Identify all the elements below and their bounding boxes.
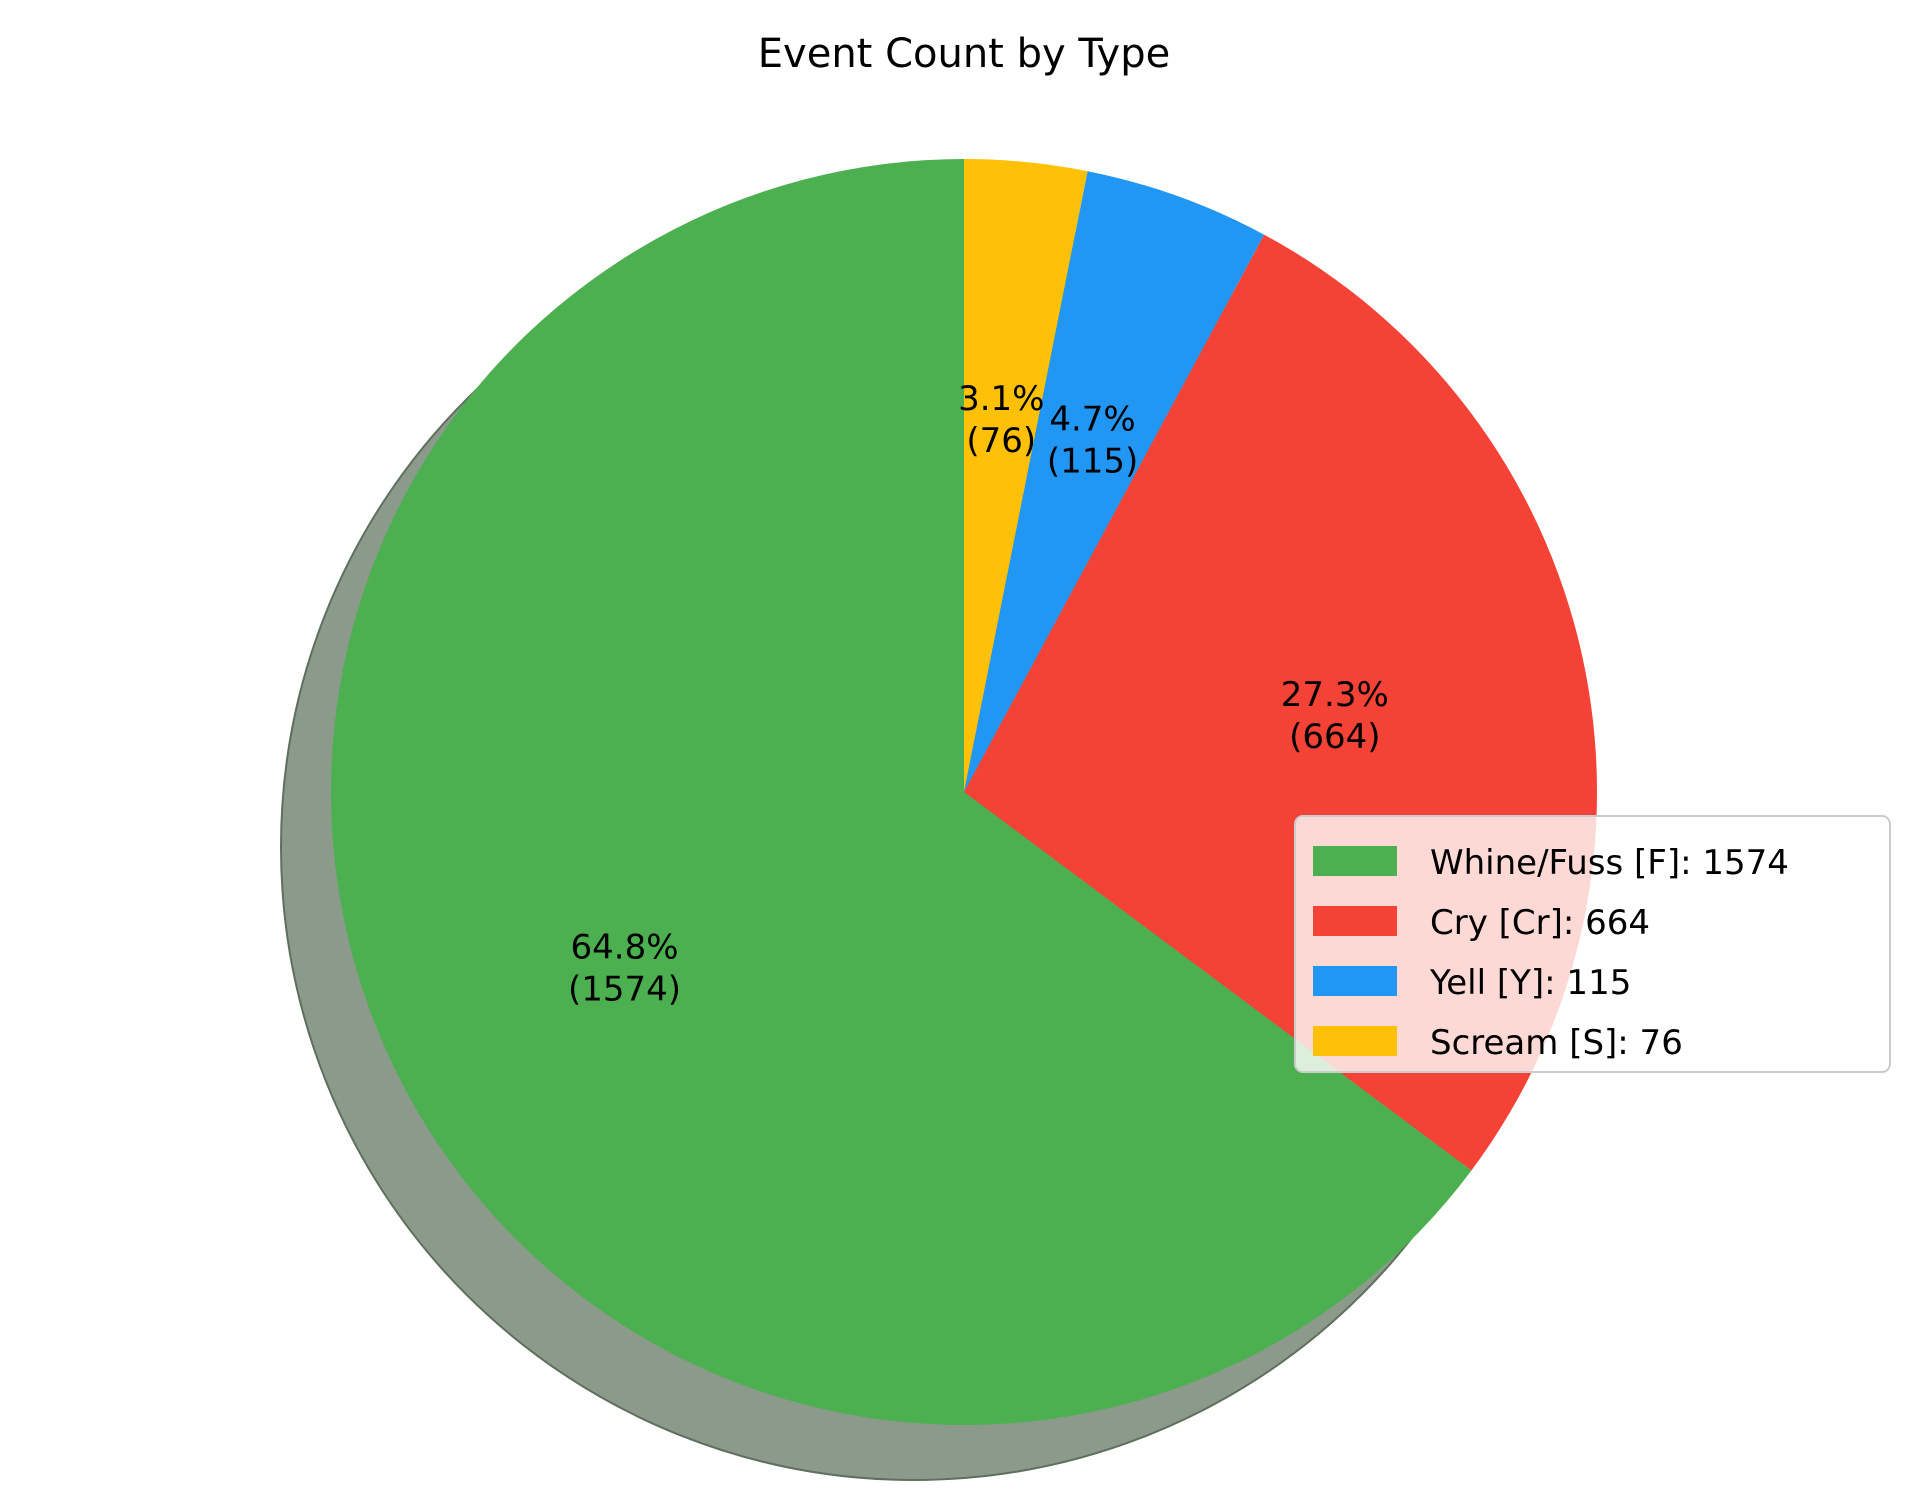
legend-swatch-cry-cr — [1313, 906, 1397, 936]
legend-swatch-whine-fuss-f — [1313, 846, 1397, 876]
legend-swatch-yell-y — [1313, 966, 1397, 996]
legend-label-scream-s: Scream [S]: 76 — [1430, 1023, 1683, 1063]
legend: Whine/Fuss [F]: 1574 Cry [Cr]: 664 Yell [Y… — [1294, 815, 1891, 1073]
pie-slice-scream-s — [964, 159, 1088, 792]
slice-label-cry-cr: 27.3% (664) — [1281, 675, 1389, 757]
pie-slice-whine-fuss-f — [331, 159, 1472, 1425]
pie-slice-yell-y — [964, 171, 1265, 793]
legend-box — [1294, 815, 1891, 1073]
pie-slices — [331, 159, 1597, 1425]
chart-title: Event Count by Type — [758, 31, 1170, 77]
slice-label-yell-y: 4.7% (115) — [1047, 400, 1138, 482]
legend-swatch-scream-s — [1313, 1026, 1397, 1056]
slice-label-scream-s: 3.1% (76) — [958, 379, 1044, 461]
legend-label-yell-y: Yell [Y]: 115 — [1429, 963, 1631, 1003]
slice-label-whine-fuss-f: 64.8% (1574) — [568, 927, 681, 1009]
legend-label-cry-cr: Cry [Cr]: 664 — [1430, 903, 1650, 943]
pie-labels: 3.1% (76)4.7% (115) 27.3% (664) 64.8% (1574) — [568, 379, 1389, 1009]
legend-label-whine-fuss-f: Whine/Fuss [F]: 1574 — [1430, 843, 1789, 883]
